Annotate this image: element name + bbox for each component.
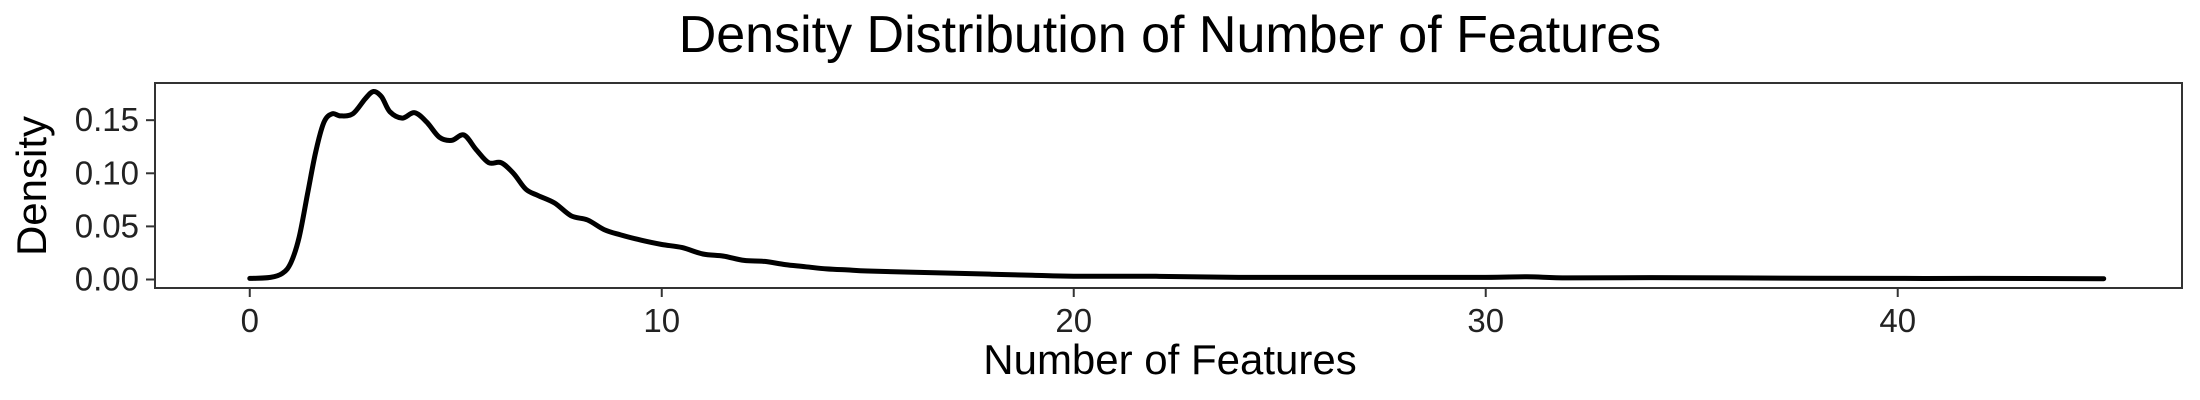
x-tick-label: 20 <box>1055 302 1092 339</box>
x-tick-label: 10 <box>643 302 680 339</box>
y-tick-label: 0.05 <box>75 207 139 244</box>
y-tick-label: 0.10 <box>75 154 139 191</box>
y-tick-label: 0.00 <box>75 261 139 298</box>
x-tick-label: 0 <box>241 302 259 339</box>
density-line <box>247 88 2107 282</box>
x-axis: 0 10 20 30 40 <box>241 288 1916 339</box>
plot-panel <box>154 82 2183 289</box>
y-axis-title: Density <box>8 116 55 256</box>
x-tick-label: 40 <box>1879 302 1916 339</box>
x-tick-label: 30 <box>1467 302 1504 339</box>
x-axis-title: Number of Features <box>983 336 1357 383</box>
y-tick-label: 0.15 <box>75 101 139 138</box>
y-axis: 0.00 0.05 0.10 0.15 <box>75 101 155 298</box>
chart-title: Density Distribution of Number of Featur… <box>679 6 1662 64</box>
